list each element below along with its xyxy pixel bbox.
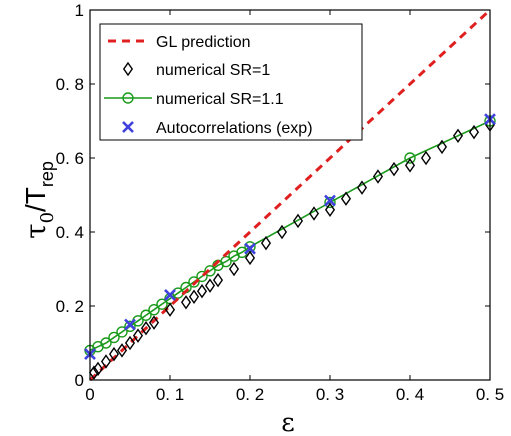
series-sr1-point bbox=[212, 272, 224, 288]
legend-sr1-swatch bbox=[122, 61, 134, 77]
series-autocorr-point bbox=[244, 242, 256, 255]
series-sr11-point bbox=[116, 326, 128, 338]
y-tick-label: 1 bbox=[75, 1, 84, 20]
series-sr11-line bbox=[89, 120, 491, 352]
series-sr11-point bbox=[188, 276, 200, 288]
y-tick-label: 0. 6 bbox=[56, 149, 84, 168]
plot-frame bbox=[89, 9, 491, 381]
series-sr11-point bbox=[140, 309, 152, 321]
series-sr11-point bbox=[108, 331, 120, 344]
legend-items: GL prediction numerical SR=1 numerical SR=… bbox=[104, 34, 313, 137]
legend-box bbox=[99, 23, 363, 141]
series-sr1-point bbox=[148, 315, 160, 330]
plot-marks bbox=[84, 8, 496, 382]
y-tick-label: 0. 8 bbox=[56, 75, 84, 94]
legend-gl-label: GL prediction bbox=[156, 34, 251, 51]
legend: GL prediction numerical SR=1 numerical SR=… bbox=[99, 23, 363, 141]
series-sr1-point bbox=[180, 295, 192, 310]
y-axis-title-over-t: /T bbox=[20, 187, 51, 212]
y-axis-title-sub-0: 0 bbox=[37, 212, 58, 223]
y-axis-title-tau: τ bbox=[19, 223, 52, 239]
series-sr1-point bbox=[388, 161, 400, 177]
series-sr1-point bbox=[132, 328, 144, 343]
x-tick-label: 0. 3 bbox=[316, 385, 344, 404]
series-sr1-point bbox=[356, 180, 368, 195]
series-sr1-point bbox=[108, 346, 120, 362]
series-sr1-point bbox=[100, 354, 112, 369]
series-sr1-point bbox=[88, 365, 100, 380]
series-sr1-point bbox=[340, 191, 352, 206]
series-sr1-point bbox=[324, 202, 336, 218]
legend-autocorr-label: Autocorrelations (exp) bbox=[156, 120, 313, 137]
series-sr1-point bbox=[420, 150, 432, 166]
series-sr1-point bbox=[92, 361, 104, 377]
x-tick-label: 0 bbox=[85, 385, 94, 404]
series-sr1-point bbox=[228, 261, 240, 277]
x-tick-label: 0. 5 bbox=[476, 385, 504, 404]
series-sr1-point bbox=[124, 335, 136, 351]
x-tick-label: 0. 2 bbox=[236, 385, 264, 404]
series-sr1-point bbox=[140, 320, 152, 336]
series-sr11-point bbox=[204, 265, 216, 277]
series-sr1-point bbox=[308, 206, 320, 221]
series-sr1-point bbox=[372, 169, 384, 184]
series-autocorr-point bbox=[124, 318, 136, 331]
series-sr11-point bbox=[196, 270, 208, 283]
series-gl-line bbox=[88, 8, 492, 382]
series-autocorr-point bbox=[324, 194, 336, 207]
series-sr1-point bbox=[436, 139, 448, 155]
series-sr1-point bbox=[244, 250, 256, 266]
legend-sr1-label: numerical SR=1 bbox=[156, 62, 270, 79]
series-sr1-point bbox=[188, 289, 200, 304]
series-sr1-point bbox=[468, 124, 480, 140]
series-sr1-point bbox=[116, 343, 128, 358]
series-sr1-point bbox=[196, 283, 208, 299]
series-sr1-point bbox=[452, 128, 464, 144]
series-autocorr-point bbox=[164, 288, 176, 301]
series-sr1-point bbox=[164, 302, 176, 317]
y-axis-title: τ0/Trep bbox=[19, 161, 58, 239]
series-sr11-point bbox=[148, 304, 160, 316]
series-sr1-point bbox=[260, 235, 272, 251]
y-tick-label: 0 bbox=[75, 371, 84, 390]
series-sr1-point bbox=[204, 278, 216, 293]
x-tick-label: 0. 1 bbox=[156, 385, 184, 404]
legend-autocorr-swatch bbox=[122, 121, 134, 133]
series-sr11-point bbox=[156, 298, 168, 310]
series-sr11-point bbox=[100, 337, 112, 349]
series-sr1-point bbox=[292, 213, 304, 229]
x-axis-title: ε bbox=[281, 408, 294, 436]
axis-ticks bbox=[89, 9, 491, 381]
series-sr11-point bbox=[124, 320, 136, 333]
series-sr11-point bbox=[404, 152, 416, 164]
y-tick-label: 0. 2 bbox=[56, 297, 84, 316]
series-sr1-point bbox=[276, 224, 288, 240]
series-sr11-point bbox=[324, 196, 336, 209]
series-sr1-point bbox=[404, 158, 416, 173]
series-sr11-point bbox=[220, 255, 232, 268]
y-tick-label: 0. 4 bbox=[56, 223, 84, 242]
y-axis-title-sub-rep: rep bbox=[37, 161, 57, 187]
legend-sr11-label: numerical SR=1.1 bbox=[156, 91, 284, 108]
legend-sr11-swatch-marker bbox=[122, 92, 134, 104]
axis-tick-labels: 0 0. 1 0. 2 0. 3 0. 4 0. 5 0 0. 2 0. 4 0. 6 0. 8 1 bbox=[56, 1, 505, 404]
x-tick-label: 0. 4 bbox=[396, 385, 424, 404]
